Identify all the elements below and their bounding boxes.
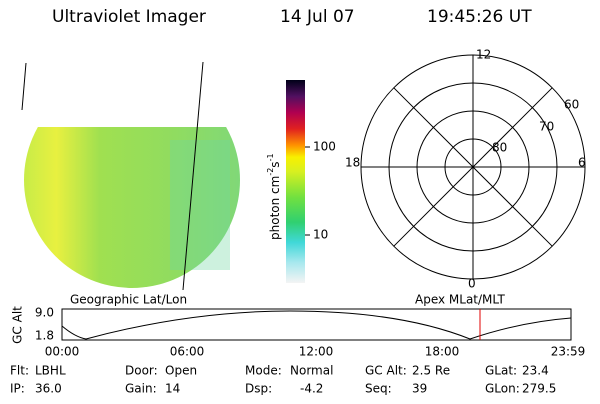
info-label: Gain: xyxy=(125,382,157,396)
strip-y-tick: 9.0 xyxy=(35,306,54,320)
info-label: Dsp: xyxy=(245,382,272,396)
info-label: GC Alt: xyxy=(365,364,407,378)
uv-image xyxy=(24,127,240,288)
image-shade xyxy=(170,140,230,270)
colorbar-label: photon cm-2s-1 xyxy=(266,153,282,240)
info-label: Flt: xyxy=(10,364,29,378)
strip-title: Geographic Lat/Lon xyxy=(70,293,187,307)
mlt-label: 0 xyxy=(468,277,476,291)
info-value: -4.2 xyxy=(300,382,323,396)
strip-x-tick: 06:00 xyxy=(170,345,205,359)
info-value: Normal xyxy=(290,364,333,378)
strip-x-tick: 12:00 xyxy=(299,345,334,359)
info-label: Door: xyxy=(125,364,158,378)
info-label: Mode: xyxy=(245,364,282,378)
strip-frame xyxy=(61,308,572,341)
info-value: 2.5 Re xyxy=(412,364,450,378)
info-label: Seq: xyxy=(365,382,392,396)
colorbar-tick-label: 10 xyxy=(313,228,328,242)
terminator-line xyxy=(182,61,204,291)
mlt-label: 18 xyxy=(345,156,360,170)
strip-y-tick: 1.8 xyxy=(35,329,54,343)
info-value: 14 xyxy=(165,382,180,396)
mlt-label: 6 xyxy=(578,156,586,170)
edge-line xyxy=(21,62,27,111)
colorbar-tick-label: 100 xyxy=(313,140,336,154)
altitude-curve xyxy=(61,310,572,340)
lat-label: 60 xyxy=(564,98,579,112)
info-value: 23.4 xyxy=(522,364,549,378)
info-value: LBHL xyxy=(35,364,66,378)
strip-x-tick: 00:00 xyxy=(45,345,80,359)
info-label: IP: xyxy=(10,382,25,396)
info-value: 36.0 xyxy=(35,382,62,396)
info-value: 279.5 xyxy=(522,382,556,396)
date: 14 Jul 07 xyxy=(280,7,355,27)
info-label: GLon: xyxy=(485,382,520,396)
info-value: Open xyxy=(165,364,197,378)
strip-x-tick: 23:59 xyxy=(551,345,586,359)
lat-label: 80 xyxy=(492,141,507,155)
info-label: GLat: xyxy=(485,364,517,378)
title: Ultraviolet Imager xyxy=(52,7,206,27)
info-value: 39 xyxy=(412,382,427,396)
lat-label: 70 xyxy=(539,120,554,134)
mlt-label: 12 xyxy=(476,48,491,62)
time: 19:45:26 UT xyxy=(427,7,532,27)
polar-grid xyxy=(360,54,586,280)
strip-title: Apex MLat/MLT xyxy=(415,293,505,307)
colorbar xyxy=(286,80,305,283)
strip-axis-label: GC Alt xyxy=(11,306,25,344)
strip-x-tick: 18:00 xyxy=(425,345,460,359)
